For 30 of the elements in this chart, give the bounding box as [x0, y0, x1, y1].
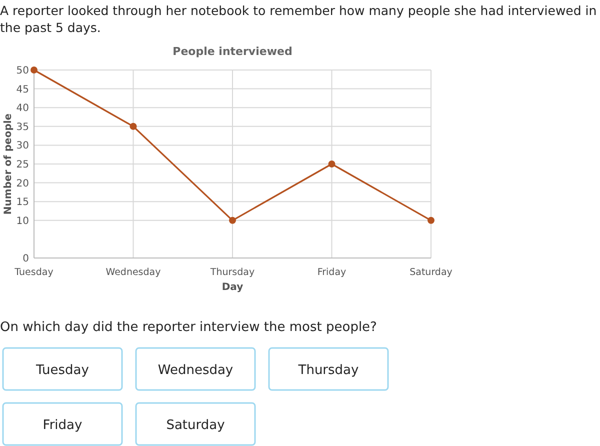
point: [229, 216, 236, 224]
x-tick-label: Saturday: [410, 267, 453, 278]
y-tick-label: 20: [16, 178, 29, 190]
text: Saturday: [166, 418, 226, 433]
y-tick-label: 35: [16, 122, 29, 133]
y-tick-label: 10: [16, 216, 29, 227]
y-tick-label: 15: [16, 197, 29, 208]
x-tick-label: Thursday: [209, 267, 255, 278]
y-tick-label: 45: [16, 84, 29, 96]
y-tick-label: 0: [22, 254, 29, 264]
text: Friday: [42, 418, 83, 433]
y-tick-label: 50: [16, 66, 29, 76]
x-tick-label: Tuesday: [14, 267, 54, 278]
point: [130, 122, 137, 130]
x-tick-label: Wednesday: [106, 267, 162, 278]
text: A reporter looked through her notebook to remember how many people she had interviewed in the past 5 days.: [0, 2, 598, 36]
x-axis-title: Day: [222, 282, 244, 293]
x-tick-label: Friday: [317, 267, 347, 278]
chart-title: People interviewed: [172, 45, 292, 58]
point: [328, 160, 336, 168]
point: [428, 216, 434, 224]
point: [30, 66, 38, 74]
y-tick-label: 30: [16, 140, 29, 152]
text: Thursday: [297, 363, 360, 378]
y-axis-title: Number of people: [3, 113, 14, 215]
text: Wednesday: [158, 363, 234, 378]
y-tick-label: 40: [16, 103, 29, 114]
text: On which day did the reporter interview the most people?: [0, 320, 377, 335]
y-tick-label: 25: [16, 160, 29, 170]
text: Tuesday: [35, 363, 90, 378]
